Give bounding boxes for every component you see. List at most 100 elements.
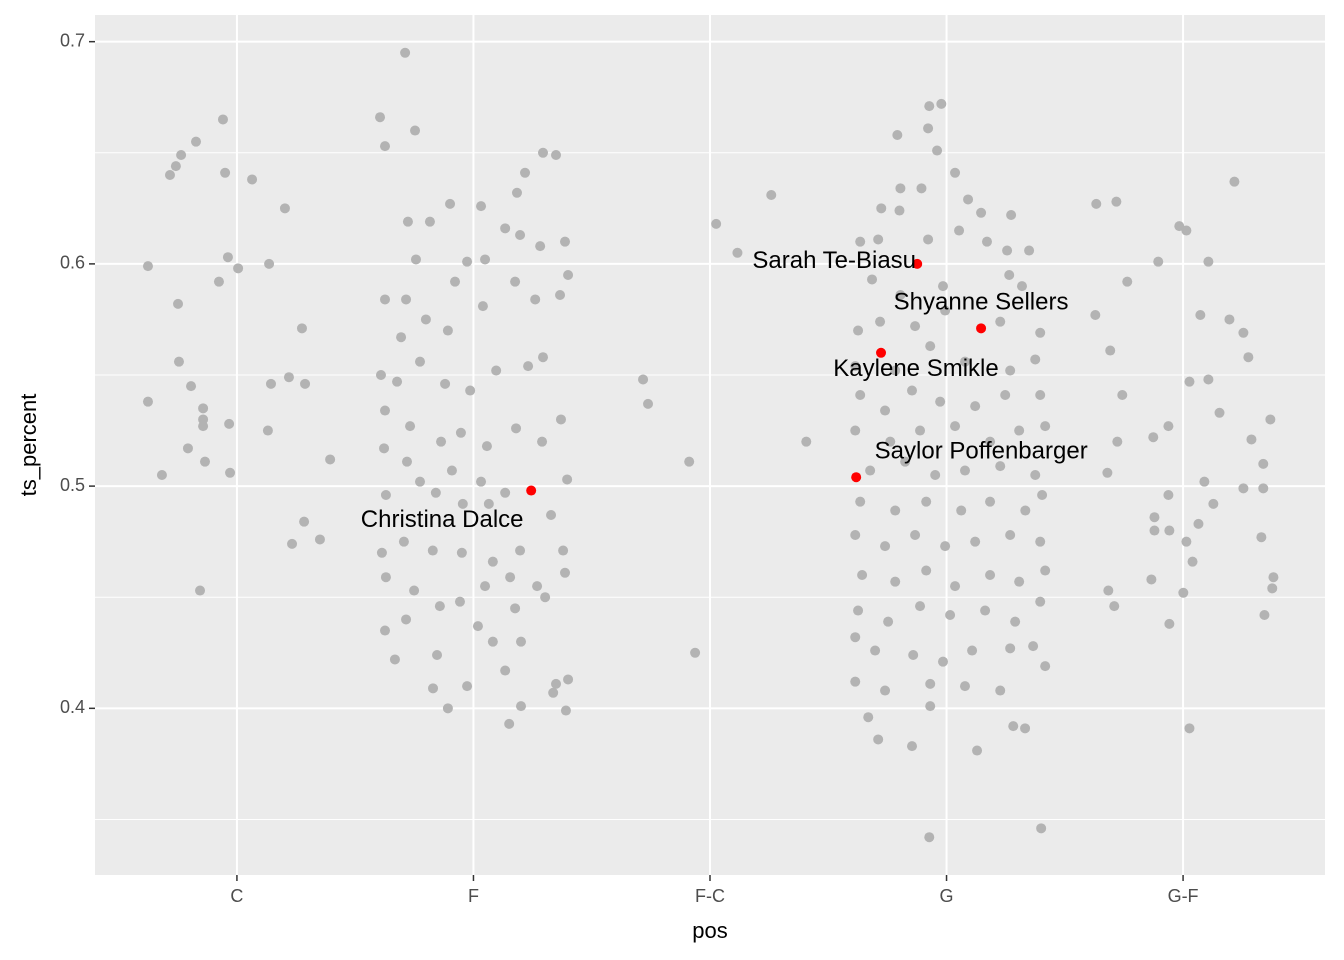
point	[1006, 210, 1017, 220]
point	[895, 290, 906, 300]
point	[532, 581, 543, 592]
point	[924, 832, 935, 843]
point	[548, 687, 559, 698]
point	[1020, 505, 1031, 516]
point	[1265, 414, 1276, 425]
point	[176, 150, 187, 160]
point	[500, 487, 511, 498]
point	[985, 496, 996, 507]
point	[1035, 536, 1046, 547]
point	[1005, 530, 1016, 540]
y-tick-label: 0.7	[60, 30, 85, 50]
point	[1105, 345, 1116, 356]
point	[711, 218, 722, 229]
point	[873, 234, 884, 245]
point	[402, 216, 413, 227]
point	[481, 441, 492, 452]
point	[850, 530, 861, 540]
point	[1184, 376, 1195, 387]
point	[976, 207, 987, 218]
point	[389, 654, 400, 665]
point	[870, 645, 881, 656]
point	[1014, 576, 1025, 587]
point	[850, 676, 861, 687]
point	[853, 325, 864, 336]
point	[563, 270, 574, 280]
point	[182, 443, 193, 454]
point	[396, 332, 407, 343]
point	[1005, 643, 1016, 654]
point	[907, 741, 918, 752]
point	[853, 605, 864, 616]
point	[142, 396, 153, 407]
point	[1259, 610, 1270, 620]
point	[1036, 823, 1047, 834]
point	[954, 225, 965, 236]
point	[1028, 641, 1039, 652]
point	[430, 487, 441, 498]
point	[191, 136, 202, 147]
point	[1246, 434, 1257, 445]
point	[538, 352, 549, 363]
point	[500, 223, 511, 234]
point	[401, 614, 412, 625]
point	[225, 467, 236, 478]
point	[940, 541, 951, 552]
point-label: Shyanne Sellers	[894, 289, 1069, 316]
point	[491, 365, 502, 376]
point	[1090, 310, 1101, 320]
point	[279, 203, 290, 214]
point	[376, 547, 387, 558]
point	[170, 161, 181, 172]
point	[910, 321, 921, 332]
point	[850, 425, 861, 436]
point	[912, 258, 923, 269]
point	[186, 381, 197, 392]
point	[530, 294, 541, 305]
point	[287, 538, 298, 549]
point	[855, 236, 866, 247]
point	[1148, 432, 1159, 443]
point	[283, 372, 294, 383]
point	[885, 436, 896, 447]
point	[465, 385, 476, 396]
point	[173, 356, 184, 367]
point	[916, 183, 927, 194]
points	[142, 47, 1279, 843]
point	[1214, 407, 1225, 418]
point	[925, 341, 936, 352]
point	[865, 465, 876, 476]
point	[1178, 587, 1189, 598]
point	[516, 636, 527, 647]
point	[538, 147, 549, 158]
point-label: Christina Dalce	[361, 506, 524, 533]
point	[401, 456, 412, 467]
point	[855, 496, 866, 507]
point	[222, 252, 233, 263]
point	[985, 570, 996, 580]
point	[921, 565, 932, 576]
point	[959, 356, 970, 367]
point	[487, 636, 498, 647]
point	[1193, 518, 1204, 529]
point	[233, 263, 244, 274]
point	[1268, 572, 1279, 583]
point	[1111, 196, 1122, 207]
point	[1256, 532, 1267, 543]
point	[894, 205, 905, 216]
point	[935, 396, 946, 407]
point	[1035, 596, 1046, 607]
point	[850, 632, 861, 643]
point	[857, 570, 868, 580]
point	[995, 461, 1006, 472]
point	[555, 414, 566, 425]
point	[963, 194, 974, 205]
point	[511, 423, 522, 434]
point	[515, 545, 526, 556]
x-tick-label: G-F	[1168, 886, 1199, 906]
point	[732, 247, 743, 258]
point	[515, 230, 526, 240]
point	[1035, 390, 1046, 400]
y-tick-label: 0.5	[60, 475, 85, 495]
